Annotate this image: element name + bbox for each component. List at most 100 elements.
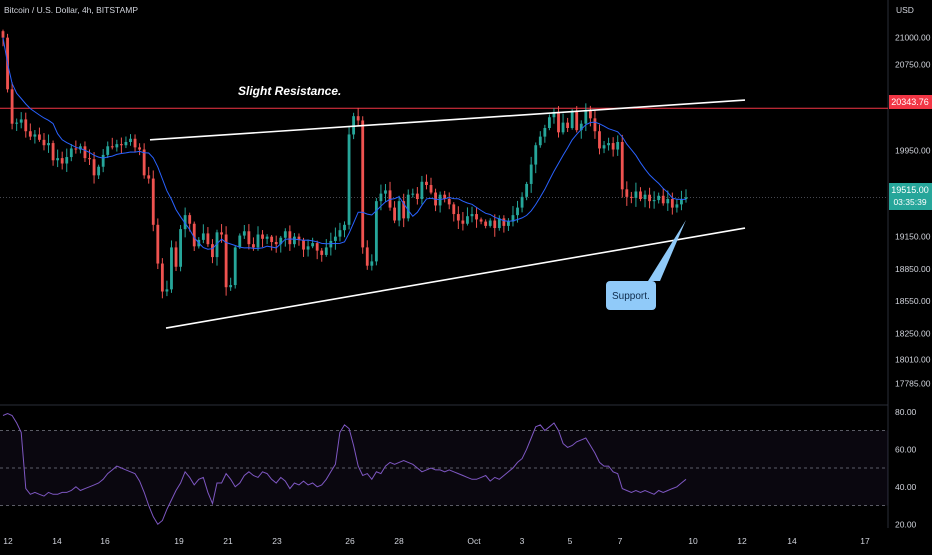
candle — [420, 175, 424, 205]
candle-body — [69, 148, 73, 158]
candle — [438, 191, 442, 213]
candle — [315, 240, 319, 260]
candle-body — [101, 154, 105, 167]
candle — [119, 137, 123, 154]
time-tick-label: 19 — [174, 536, 184, 546]
candle-body — [629, 196, 633, 198]
candle-body — [270, 236, 274, 243]
candle-body — [438, 194, 442, 206]
candle — [24, 112, 28, 138]
candle-body — [661, 195, 665, 204]
candle — [466, 207, 469, 226]
candle — [179, 225, 182, 272]
candle-body — [188, 215, 192, 224]
candle-body — [557, 111, 560, 133]
candle — [97, 164, 101, 180]
candle — [211, 239, 214, 264]
candle-body — [211, 244, 214, 258]
candle-body — [129, 138, 132, 142]
candle-body — [561, 122, 565, 133]
candle-body — [616, 141, 620, 150]
candle — [561, 113, 565, 135]
time-tick-label: 14 — [52, 536, 62, 546]
candle — [356, 107, 360, 127]
candle-body — [201, 233, 205, 240]
price-axis[interactable]: 21000.00 20750.00 19950.00 19150.00 18850.00… — [895, 33, 931, 389]
support-callout[interactable]: Support. — [606, 220, 686, 310]
candle-body — [493, 220, 497, 229]
candle — [215, 229, 219, 266]
candle-body — [456, 214, 460, 221]
candle — [484, 219, 488, 229]
candle-body — [666, 199, 670, 204]
candle-body — [620, 141, 624, 190]
candle-body — [347, 134, 351, 225]
candle-body — [229, 285, 233, 288]
candle-body — [547, 117, 551, 129]
bar-countdown: 03:35:39 — [893, 197, 926, 207]
rsi-tick-label: 60.00 — [895, 444, 917, 454]
candle-body — [343, 224, 346, 231]
candle — [557, 106, 560, 138]
candle — [347, 126, 351, 230]
candle-body — [648, 194, 651, 202]
price-tick-label: 19950.00 — [895, 146, 931, 156]
candle-body — [643, 194, 647, 199]
time-tick-label: 5 — [568, 536, 573, 546]
candle — [661, 188, 665, 206]
candle — [680, 190, 683, 211]
candle — [598, 124, 601, 155]
candle — [165, 280, 169, 297]
candle-body — [206, 233, 210, 245]
rsi-tick-label: 40.00 — [895, 482, 917, 492]
candle-body — [365, 247, 369, 266]
price-tick-label: 19150.00 — [895, 232, 931, 242]
candle-body — [165, 289, 169, 292]
candle-body — [151, 178, 155, 225]
candle — [497, 215, 501, 231]
candle-body — [598, 131, 601, 149]
candle — [83, 141, 87, 162]
candle — [361, 116, 365, 254]
time-axis[interactable]: 12 14 16 19 21 23 26 28 Oct 3 5 7 10 12 14 17 — [3, 536, 870, 546]
candle-body — [507, 221, 510, 226]
candle — [156, 218, 160, 270]
candle — [192, 221, 196, 252]
candle — [324, 239, 328, 257]
candle — [188, 212, 192, 232]
candle-body — [670, 199, 674, 208]
candle-body — [625, 189, 629, 197]
candle-body — [51, 143, 55, 161]
candle — [151, 170, 155, 232]
candle — [56, 149, 60, 168]
candle — [447, 192, 451, 210]
candle-body — [443, 194, 447, 199]
candle-body — [529, 164, 533, 184]
candle-body — [311, 243, 315, 247]
candle-body — [543, 128, 547, 137]
resistance-annotation[interactable]: Slight Resistance. — [238, 84, 341, 98]
candle — [634, 182, 638, 207]
candle-body — [47, 143, 50, 146]
candle — [593, 109, 597, 139]
candle — [666, 190, 670, 211]
candle-body — [242, 231, 246, 236]
price-level-lines — [0, 107, 888, 198]
support-callout-pointer — [648, 220, 686, 281]
candle-body — [106, 146, 110, 155]
candle — [547, 114, 551, 131]
candle — [488, 218, 492, 228]
candle — [306, 239, 310, 257]
candle-body — [183, 215, 187, 230]
candle-body — [607, 143, 611, 146]
candle — [229, 277, 233, 291]
candle — [639, 187, 642, 202]
candle — [142, 143, 146, 179]
candle — [65, 148, 69, 172]
candle — [33, 130, 37, 144]
candle-body — [24, 119, 28, 132]
candle-body — [110, 146, 114, 148]
candle — [374, 198, 378, 266]
candle-body — [156, 224, 160, 264]
